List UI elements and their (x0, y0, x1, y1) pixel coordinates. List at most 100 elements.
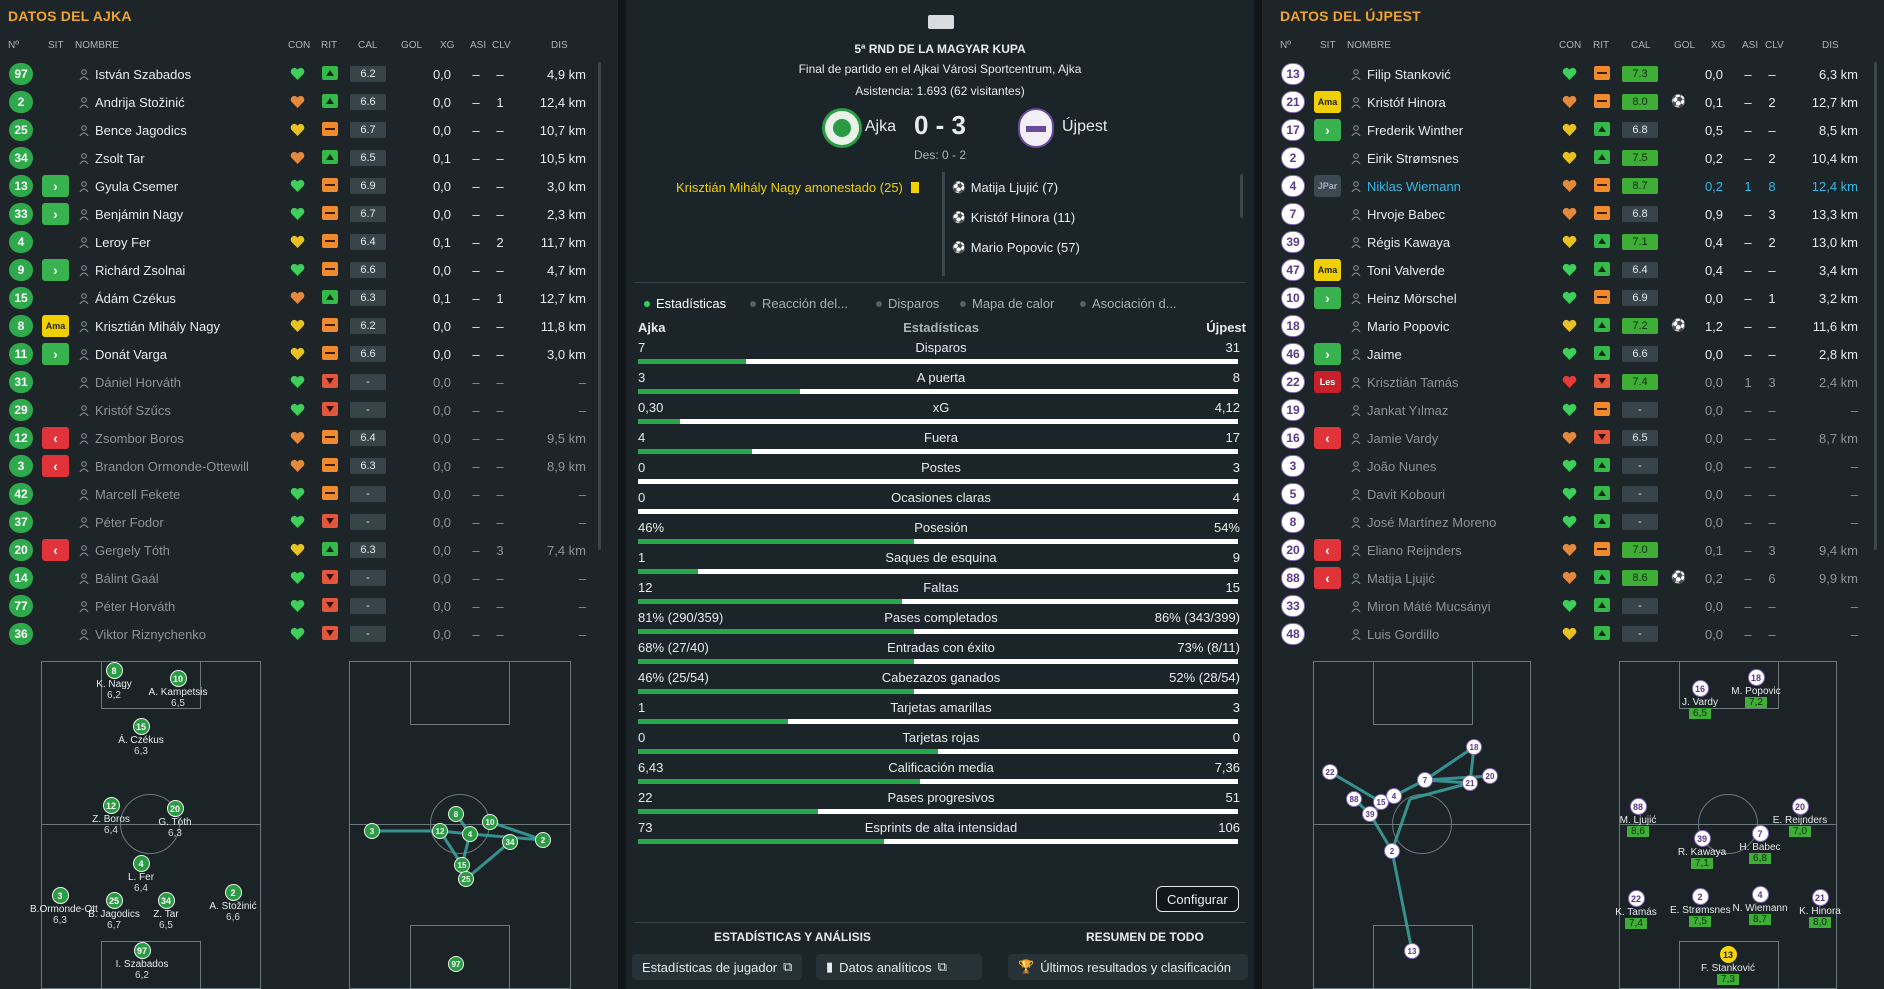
col-num[interactable]: Nº (8, 40, 19, 51)
pass-map-node[interactable]: 97 (448, 956, 464, 972)
player-name[interactable]: Gyula Csemer (95, 179, 179, 194)
tab-heatmap[interactable]: Mapa de calor (960, 296, 1054, 311)
player-name[interactable]: Niklas Wiemann (1367, 179, 1461, 194)
sub-status-in-icon[interactable]: › (1314, 119, 1341, 141)
player-row[interactable]: 14 Bálint Gaál - 0,0 – – – (0, 564, 618, 592)
player-row[interactable]: 97 István Szabados 6.2 0,0 – – 4,9 km (0, 60, 618, 88)
player-row[interactable]: 20 ‹ Gergely Tóth 6.3 0,0 – 3 7,4 km (0, 536, 618, 564)
tab-partnership[interactable]: Asociación d... (1080, 296, 1177, 311)
player-row[interactable]: 2 Andrija Stožinić 6.6 0,0 – 1 12,4 km (0, 88, 618, 116)
sub-status-in-icon[interactable]: › (42, 203, 69, 225)
player-row[interactable]: 16 ‹ Jamie Vardy 6.5 0,0 – – 8,7 km (1262, 424, 1884, 452)
player-name[interactable]: István Szabados (95, 67, 192, 82)
player-name[interactable]: Toni Valverde (1367, 263, 1445, 278)
pass-map-node[interactable]: 88 (1346, 791, 1362, 807)
sub-status-in-icon[interactable]: › (42, 175, 69, 197)
formation-player[interactable]: 10 A. Kampetsis 6,5 (148, 670, 208, 709)
player-name[interactable]: Eirik Strømsnes (1367, 151, 1459, 166)
formation-player[interactable]: 34 Z. Tar 6,5 (136, 892, 196, 931)
pass-map-node[interactable]: 20 (1482, 768, 1498, 784)
player-name[interactable]: José Martínez Moreno (1367, 515, 1497, 530)
player-name[interactable]: João Nunes (1367, 459, 1437, 474)
col-gol[interactable]: GOL (401, 40, 423, 51)
player-name[interactable]: Gergely Tóth (95, 543, 170, 558)
player-row[interactable]: 9 › Richárd Zsolnai 6.6 0,0 – – 4,7 km (0, 256, 618, 284)
player-row[interactable]: 13 › Gyula Csemer 6.9 0,0 – – 3,0 km (0, 172, 618, 200)
sub-status-out-icon[interactable]: ‹ (42, 427, 69, 449)
player-name[interactable]: Matija Ljujić (1367, 571, 1435, 586)
player-name[interactable]: Eliano Reijnders (1367, 543, 1462, 558)
player-name[interactable]: Kristóf Szűcs (95, 403, 171, 418)
pass-map-node[interactable]: 3 (364, 823, 380, 839)
sub-status-in-icon[interactable]: › (1314, 287, 1341, 309)
pass-map-node[interactable]: 4 (1386, 788, 1402, 804)
events-scrollbar[interactable] (1240, 174, 1243, 218)
player-name[interactable]: Krisztián Mihály Nagy (95, 319, 220, 334)
col-rit[interactable]: RIT (1593, 40, 1610, 51)
col-rit[interactable]: RIT (321, 40, 338, 51)
player-name[interactable]: Marcell Fekete (95, 487, 181, 502)
pass-map-node[interactable]: 13 (1404, 943, 1420, 959)
sub-status-out-icon[interactable]: ‹ (42, 539, 69, 561)
formation-player[interactable]: 97 I. Szabados 6,2 (112, 942, 172, 981)
away-goal-event[interactable]: ⚽ Mario Popovic (57) (952, 240, 1080, 255)
col-cal[interactable]: CAL (358, 40, 378, 51)
player-row[interactable]: 2 Eirik Strømsnes 7.5 0,2 – 2 10,4 km (1262, 144, 1884, 172)
player-row[interactable]: 31 Dániel Horváth - 0,0 – – – (0, 368, 618, 396)
player-name[interactable]: Heinz Mörschel (1367, 291, 1457, 306)
col-con[interactable]: CON (288, 40, 311, 51)
formation-player[interactable]: 18 M. Popovic 7,2 (1726, 669, 1786, 708)
sub-status-out-icon[interactable]: ‹ (1314, 539, 1341, 561)
formation-player[interactable]: 7 H. Babec 6,8 (1730, 825, 1790, 864)
player-name[interactable]: Hrvoje Babec (1367, 207, 1446, 222)
formation-player[interactable]: 8 K. Nagy 6,2 (84, 662, 144, 701)
player-row[interactable]: 36 Viktor Riznychenko - 0,0 – – – (0, 620, 618, 648)
pass-map-node[interactable]: 2 (535, 832, 551, 848)
pass-map-node[interactable]: 21 (1462, 775, 1478, 791)
player-row[interactable]: 11 › Donát Varga 6.6 0,0 – – 3,0 km (0, 340, 618, 368)
pass-map-node[interactable]: 4 (462, 826, 478, 842)
player-row[interactable]: 48 Luis Gordillo - 0,0 – – – (1262, 620, 1884, 648)
col-clv[interactable]: CLV (492, 40, 511, 51)
player-row[interactable]: 13 Filip Stanković 7.3 0,0 – – 6,3 km (1262, 60, 1884, 88)
pass-map-node[interactable]: 22 (1322, 764, 1338, 780)
col-dis[interactable]: DIS (551, 40, 568, 51)
player-name[interactable]: Jankat Yılmaz (1367, 403, 1449, 418)
away-team-name[interactable]: Újpest (1062, 118, 1108, 135)
player-name[interactable]: Bence Jagodics (95, 123, 187, 138)
home-pass-map-pitch[interactable]: 3 12 8 4 10 2 15 25 34 97 (349, 661, 571, 989)
player-row[interactable]: 37 Péter Fodor - 0,0 – – – (0, 508, 618, 536)
configure-button[interactable]: Configurar (1156, 886, 1239, 912)
player-row[interactable]: 33 › Benjámin Nagy 6.7 0,0 – – 2,3 km (0, 200, 618, 228)
home-list-scrollbar[interactable] (598, 62, 601, 550)
player-row[interactable]: 47 Ama Toni Valverde 6.4 0,4 – – 3,4 km (1262, 256, 1884, 284)
player-row[interactable]: 42 Marcell Fekete - 0,0 – – – (0, 480, 618, 508)
player-name[interactable]: Frederik Winther (1367, 123, 1464, 138)
player-name[interactable]: Donát Varga (95, 347, 168, 362)
player-row[interactable]: 21 Ama Kristóf Hinora 8.0 ⚽ 0,1 – 2 12,7 km (1262, 88, 1884, 116)
formation-player[interactable]: 4 L. Fer 6,4 (111, 855, 171, 894)
away-goal-event[interactable]: ⚽ Kristóf Hinora (11) (952, 210, 1075, 225)
player-row[interactable]: 33 Miron Máté Mucsányi - 0,0 – – – (1262, 592, 1884, 620)
sub-status-in-icon[interactable]: › (1314, 343, 1341, 365)
tab-shots[interactable]: Disparos (876, 296, 939, 311)
player-name[interactable]: Viktor Riznychenko (95, 627, 207, 642)
player-name[interactable]: Krisztián Tamás (1367, 375, 1459, 390)
pass-map-node[interactable]: 7 (1417, 772, 1433, 788)
analytics-button[interactable]: ▮ Datos analíticos ⧉ (816, 954, 982, 980)
pass-map-node[interactable]: 2 (1384, 843, 1400, 859)
col-con[interactable]: CON (1559, 40, 1582, 51)
col-cal[interactable]: CAL (1631, 40, 1651, 51)
col-dis[interactable]: DIS (1822, 40, 1839, 51)
formation-player[interactable]: 16 J. Vardy 6,5 (1670, 680, 1730, 719)
player-row[interactable]: 17 › Frederik Winther 6.8 0,5 – – 8,5 km (1262, 116, 1884, 144)
home-team-name[interactable]: Ajka (864, 118, 896, 135)
away-list-scrollbar[interactable] (1874, 62, 1877, 550)
player-row[interactable]: 19 Jankat Yılmaz - 0,0 – – – (1262, 396, 1884, 424)
player-row[interactable]: 4 JPar Niklas Wiemann 8.7 0,2 1 8 12,4 km (1262, 172, 1884, 200)
pass-map-node[interactable]: 18 (1466, 739, 1482, 755)
col-num[interactable]: Nº (1280, 40, 1291, 51)
player-name[interactable]: Luis Gordillo (1367, 627, 1440, 642)
player-name[interactable]: Zsolt Tar (95, 151, 145, 166)
sub-status-in-icon[interactable]: › (42, 259, 69, 281)
